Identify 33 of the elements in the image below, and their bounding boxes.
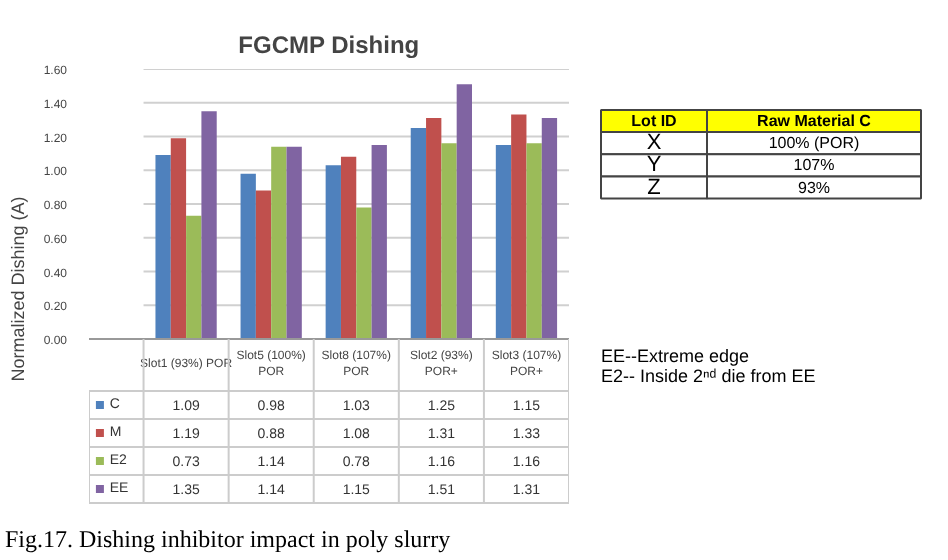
bar [325, 165, 341, 339]
bar [186, 215, 202, 339]
text: Y [646, 153, 663, 178]
bar [201, 111, 217, 339]
text: Z [647, 175, 662, 200]
bar [286, 146, 302, 339]
bar [271, 146, 287, 339]
text: 93% [797, 178, 831, 197]
chart-title: FGCMP Dishing [238, 31, 420, 59]
text: EE--Extreme edge [601, 345, 750, 366]
bar [170, 138, 187, 339]
bar [371, 144, 387, 339]
bar [255, 190, 272, 339]
bar [511, 114, 527, 339]
bar [441, 143, 457, 339]
bar [541, 117, 558, 339]
bar [426, 117, 442, 339]
text: 100% (POR) [768, 134, 861, 153]
bar [495, 144, 512, 339]
bar [155, 155, 171, 339]
text: E2-- Inside 2ⁿᵈ die from EE [601, 365, 816, 386]
bar [410, 128, 427, 339]
bar [526, 143, 542, 339]
bar [456, 84, 472, 339]
bar [240, 173, 256, 339]
bar [356, 207, 372, 339]
bar [340, 156, 357, 339]
text: 107% [793, 156, 835, 175]
caption: Fig.17. Dishing inhibitor impact in poly slurry [5, 525, 451, 553]
y-axis-title: Normalized Dishing (A) [7, 196, 28, 382]
text: Raw Material C [757, 112, 872, 131]
text: Lot ID [631, 112, 678, 131]
text: X [646, 131, 663, 156]
